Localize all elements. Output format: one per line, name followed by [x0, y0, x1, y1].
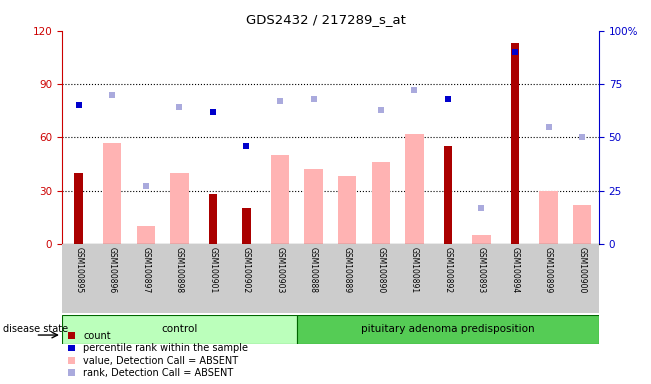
Text: GSM100899: GSM100899	[544, 247, 553, 293]
Legend: count, percentile rank within the sample, value, Detection Call = ABSENT, rank, : count, percentile rank within the sample…	[66, 330, 249, 379]
Text: GSM100903: GSM100903	[275, 247, 284, 294]
Text: GSM100893: GSM100893	[477, 247, 486, 293]
Text: GSM100894: GSM100894	[510, 247, 519, 293]
Bar	[74, 173, 83, 244]
Text: GDS2432 / 217289_s_at: GDS2432 / 217289_s_at	[245, 13, 406, 26]
Text: GSM100891: GSM100891	[409, 247, 419, 293]
Bar	[103, 142, 122, 244]
Text: GSM100902: GSM100902	[242, 247, 251, 293]
Bar	[472, 235, 491, 244]
Bar	[62, 315, 297, 344]
Text: control: control	[161, 324, 197, 334]
Text: GSM100892: GSM100892	[443, 247, 452, 293]
Bar	[444, 146, 452, 244]
Bar	[170, 173, 189, 244]
Text: GSM100900: GSM100900	[577, 247, 587, 294]
Bar	[297, 315, 599, 344]
Bar	[539, 190, 558, 244]
Bar	[271, 155, 289, 244]
Text: GSM100890: GSM100890	[376, 247, 385, 293]
Text: GSM100889: GSM100889	[342, 247, 352, 293]
Bar	[242, 208, 251, 244]
Text: GSM100901: GSM100901	[208, 247, 217, 293]
Text: GSM100898: GSM100898	[175, 247, 184, 293]
Bar	[511, 43, 519, 244]
Bar	[405, 134, 424, 244]
Text: pituitary adenoma predisposition: pituitary adenoma predisposition	[361, 324, 534, 334]
Text: disease state: disease state	[3, 324, 68, 334]
Bar	[338, 176, 356, 244]
Bar	[137, 226, 155, 244]
Bar	[372, 162, 390, 244]
Bar	[305, 169, 323, 244]
Text: GSM100896: GSM100896	[107, 247, 117, 293]
Text: GSM100897: GSM100897	[141, 247, 150, 293]
Text: GSM100895: GSM100895	[74, 247, 83, 293]
Text: GSM100888: GSM100888	[309, 247, 318, 293]
Bar	[209, 194, 217, 244]
Bar	[573, 205, 591, 244]
